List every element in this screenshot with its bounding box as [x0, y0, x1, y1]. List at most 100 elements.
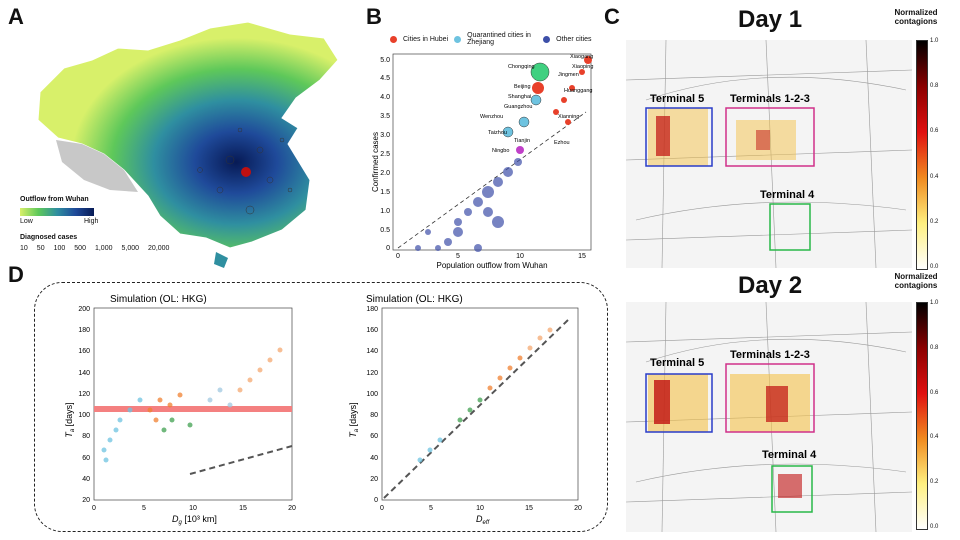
- other-dot-icon: [543, 35, 551, 43]
- cbar2-title: Normalized contagions: [894, 272, 938, 290]
- day2-terminal5-label: Terminal 5: [650, 357, 704, 369]
- map-colorbar: [20, 208, 94, 216]
- day1-title: Day 1: [738, 6, 803, 33]
- b-ytick: 2.0: [380, 170, 390, 177]
- b-city-label: Ezhou: [554, 140, 570, 146]
- panel-letter-a: A: [8, 4, 24, 29]
- b-city-label: Jingmen: [558, 72, 579, 78]
- cbar2-ticks: 1.0 0.8 0.6 0.4 0.2 0.0: [930, 300, 938, 530]
- d-right-ytick: 60: [370, 433, 378, 440]
- day1-terminal5-label: Terminal 5: [650, 93, 704, 105]
- d-left-ytick: 140: [78, 370, 90, 377]
- zhejiang-dot-icon: [454, 35, 462, 43]
- b-legend-other: Other cities: [556, 35, 592, 43]
- d-left-ytick: 120: [78, 391, 90, 398]
- b-xtick: 10: [516, 253, 524, 260]
- b-ytick: 0.5: [380, 227, 390, 234]
- b-legend-zhejiang: Quarantined cities in Zhejiang: [467, 32, 531, 46]
- b-xtick: 15: [578, 253, 586, 260]
- cbar-tick: 0.2: [930, 479, 939, 486]
- cbar2: [916, 302, 928, 530]
- d-left-plot: Simulation (OL: HKG) 20 40 60 80 100 120…: [64, 294, 296, 526]
- d-left-xtick: 0: [92, 505, 96, 512]
- b-xlabel: Population outflow from Wuhan: [436, 261, 547, 270]
- d-left-ylabel: Ta [days]: [64, 402, 76, 437]
- panel-letter-d: D: [8, 262, 24, 287]
- b-ytick: 0: [386, 245, 390, 252]
- d-right-ytick: 160: [366, 327, 378, 334]
- d-left-ytick: 20: [82, 497, 90, 504]
- cbar-tick: 0.0: [930, 263, 939, 270]
- d-left-ylabel-unit: [days]: [64, 402, 74, 429]
- b-city-label: Guangzhou: [504, 104, 532, 110]
- d-right-ylabel-main: T: [348, 431, 358, 438]
- d-right-xlabel-sub: eff: [483, 520, 491, 526]
- b-city-label: Xiaogang: [570, 54, 593, 60]
- size-label: 10: [20, 245, 28, 252]
- b-city-label: Tianjin: [514, 138, 530, 144]
- b-ytick: 1.5: [380, 189, 390, 196]
- cbar-tick: 0.6: [930, 128, 939, 135]
- d-right-ytick: 180: [366, 306, 378, 313]
- day2-airport-map: Terminal 5 Terminals 1-2-3 Terminal 4: [626, 302, 912, 532]
- d-left-xlabel-main: D: [172, 514, 179, 524]
- cbar-tick: 0.8: [930, 344, 939, 351]
- b-city-label: Shanghai: [508, 94, 531, 100]
- b-ytick: 4.0: [380, 94, 390, 101]
- d-right-xtick: 0: [380, 505, 384, 512]
- d-right-ytick: 80: [370, 412, 378, 419]
- d-right-xtick: 5: [429, 505, 433, 512]
- cbar-tick: 0.4: [930, 173, 939, 180]
- cbar-tick: 0.4: [930, 434, 939, 441]
- d-left-ytick: 60: [82, 455, 90, 462]
- cbar-tick: 0.8: [930, 83, 939, 90]
- b-ytick: 4.5: [380, 75, 390, 82]
- d-right-ytick: 20: [370, 476, 378, 483]
- china-outflow-map: [37, 21, 339, 268]
- cbar1-title: Normalized contagions: [894, 8, 938, 26]
- d-frame: [34, 282, 608, 532]
- b-ytick: 5.0: [380, 57, 390, 64]
- day1-terminal123-label: Terminals 1-2-3: [730, 93, 810, 105]
- d-left-xtick: 15: [239, 505, 247, 512]
- size-label: 1,000: [94, 245, 113, 252]
- size-label: 500: [74, 245, 86, 252]
- d-left-ytick: 100: [78, 412, 90, 419]
- b-city-label: Xiaoping: [572, 64, 593, 70]
- d-right-title: Simulation (OL: HKG): [366, 294, 463, 305]
- b-city-label: Beijing: [514, 84, 531, 90]
- d-left-title: Simulation (OL: HKG): [110, 294, 207, 305]
- panel-letter-b: B: [366, 4, 382, 29]
- b-ylabel: Confirmed cases: [371, 132, 380, 192]
- b-ytick: 3.0: [380, 132, 390, 139]
- d-left-ytick: 40: [82, 476, 90, 483]
- map-legend-title: Outflow from Wuhan: [20, 196, 89, 203]
- d-left-ylabel-sub: a: [70, 428, 76, 432]
- d-right-ylabel-unit: [days]: [348, 402, 358, 429]
- day2-title: Day 2: [738, 272, 803, 299]
- day1-airport-map: Terminal 5 Terminals 1-2-3 Terminal 4: [626, 40, 912, 268]
- map-size-legend: 10 50 100 500 1,000 5,000 20,000: [20, 245, 169, 252]
- d-left-xtick: 10: [189, 505, 197, 512]
- b-city-label: Huanggang: [564, 88, 592, 94]
- map-legend-high: High: [84, 218, 99, 225]
- b-city-label: Wenzhou: [480, 114, 503, 120]
- cbar-tick: 0.2: [930, 218, 939, 225]
- d-right-ytick: 40: [370, 455, 378, 462]
- d-right-ylabel-sub: a: [354, 428, 360, 432]
- b-ytick: 2.5: [380, 151, 390, 158]
- b-city-label: Taizhou: [488, 130, 507, 136]
- d-right-ytick: 120: [366, 370, 378, 377]
- cbar-tick: 0.0: [930, 523, 939, 530]
- b-city-label: Ningbo: [492, 148, 509, 154]
- size-label: 20,000: [148, 245, 170, 252]
- day2-terminal4-label: Terminal 4: [762, 449, 817, 461]
- d-right-plot: Simulation (OL: HKG) 0 20 40 60 80 100 1…: [348, 294, 582, 526]
- day1-terminal4-label: Terminal 4: [760, 189, 815, 201]
- cbar1: [916, 40, 928, 270]
- d-right-xlabel-main: D: [476, 514, 483, 524]
- day2-terminal123-label: Terminals 1-2-3: [730, 349, 810, 361]
- d-left-xtick: 20: [288, 505, 296, 512]
- d-left-xtick: 5: [142, 505, 146, 512]
- d-right-ytick: 140: [366, 348, 378, 355]
